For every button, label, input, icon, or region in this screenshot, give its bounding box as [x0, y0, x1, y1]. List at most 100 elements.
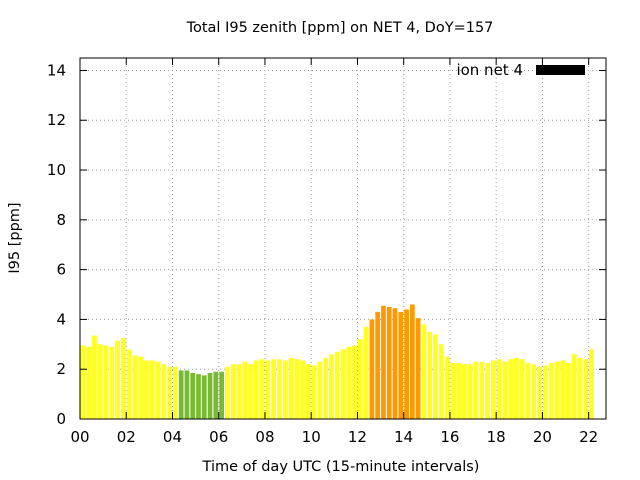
- bar: [207, 372, 213, 419]
- x-tick-label: 04: [163, 428, 182, 446]
- x-tick-label: 14: [394, 428, 413, 446]
- bar: [554, 361, 560, 419]
- bar: [340, 349, 346, 419]
- bar: [363, 326, 369, 419]
- y-tick-label: 12: [47, 111, 66, 129]
- bar: [178, 370, 184, 419]
- bar: [305, 364, 311, 419]
- y-tick-label: 6: [56, 261, 66, 279]
- bar: [80, 345, 86, 419]
- bar: [352, 345, 357, 419]
- bar: [392, 308, 398, 419]
- bar: [225, 366, 230, 419]
- bar: [479, 361, 485, 419]
- bar: [184, 370, 190, 419]
- bar: [109, 346, 115, 419]
- bar: [398, 311, 404, 419]
- x-tick-label: 08: [255, 428, 274, 446]
- axis-ticks: [79, 58, 606, 420]
- bar: [589, 349, 594, 419]
- bar: [190, 372, 196, 419]
- bar: [242, 361, 248, 419]
- legend-swatch: [536, 65, 585, 75]
- bar: [311, 365, 317, 419]
- bar: [369, 319, 375, 419]
- x-tick-label: 20: [533, 428, 552, 446]
- bar: [433, 334, 438, 419]
- bar: [462, 364, 467, 419]
- bar: [248, 364, 253, 419]
- chart-title: Total I95 zenith [ppm] on NET 4, DoY=157: [186, 20, 494, 36]
- bar: [357, 339, 363, 419]
- bar: [219, 371, 224, 419]
- bar: [566, 362, 571, 419]
- bar: [537, 366, 542, 419]
- x-tick-label: 12: [348, 428, 367, 446]
- x-tick-label: 02: [117, 428, 136, 446]
- bar: [294, 359, 300, 419]
- bar: [271, 359, 277, 419]
- bar: [138, 356, 144, 419]
- bar: [167, 366, 172, 419]
- bar: [253, 360, 259, 419]
- bar: [502, 361, 508, 419]
- bar: [86, 346, 92, 419]
- legend-label: ion net 4: [456, 61, 523, 79]
- bar: [508, 359, 513, 419]
- bar: [277, 359, 282, 419]
- bar: [236, 364, 242, 419]
- bar: [496, 359, 502, 419]
- bar: [323, 358, 329, 419]
- bar: [381, 305, 386, 419]
- bar: [560, 360, 566, 419]
- bar: [421, 324, 427, 419]
- bar: [317, 361, 323, 419]
- bar: [346, 346, 352, 419]
- bar: [444, 356, 450, 419]
- x-tick-labels: 00 02 04 06 08 10 12 14 16 18 20 22: [70, 428, 598, 446]
- bar: [514, 358, 519, 419]
- bar: [265, 360, 271, 419]
- bar: [149, 360, 155, 419]
- bar: [467, 364, 473, 419]
- bar: [196, 374, 201, 419]
- legend: ion net 4: [456, 61, 585, 79]
- bar: [334, 351, 340, 419]
- bar: [531, 364, 537, 419]
- bar: [126, 349, 132, 419]
- bar: [571, 354, 577, 419]
- bar: [415, 318, 421, 419]
- bar: [201, 375, 207, 419]
- bar: [542, 365, 548, 419]
- bar: [92, 335, 97, 419]
- bar: [525, 362, 531, 419]
- bar: [450, 362, 456, 419]
- bar: [490, 360, 496, 419]
- bar: [404, 309, 409, 419]
- bar: [375, 311, 381, 419]
- bar: [519, 359, 525, 419]
- bar: [473, 361, 479, 419]
- bar: [548, 362, 554, 419]
- bar: [97, 344, 103, 419]
- bar: [230, 364, 236, 419]
- x-tick-label: 18: [487, 428, 506, 446]
- y-tick-label: 10: [47, 161, 66, 179]
- x-tick-label: 16: [440, 428, 459, 446]
- x-tick-label: 10: [302, 428, 321, 446]
- bar: [103, 345, 109, 419]
- bar: [409, 304, 415, 419]
- bar: [282, 360, 288, 419]
- bar: [144, 360, 149, 419]
- bar: [288, 358, 294, 419]
- y-tick-label: 14: [47, 61, 66, 79]
- bar: [259, 359, 265, 419]
- x-axis-title: Time of day UTC (15-minute intervals): [202, 459, 480, 475]
- bar: [115, 340, 120, 419]
- y-tick-label: 8: [56, 211, 66, 229]
- bar: [155, 361, 161, 419]
- bar: [161, 364, 167, 419]
- bar: [329, 354, 334, 419]
- x-tick-label: 22: [579, 428, 598, 446]
